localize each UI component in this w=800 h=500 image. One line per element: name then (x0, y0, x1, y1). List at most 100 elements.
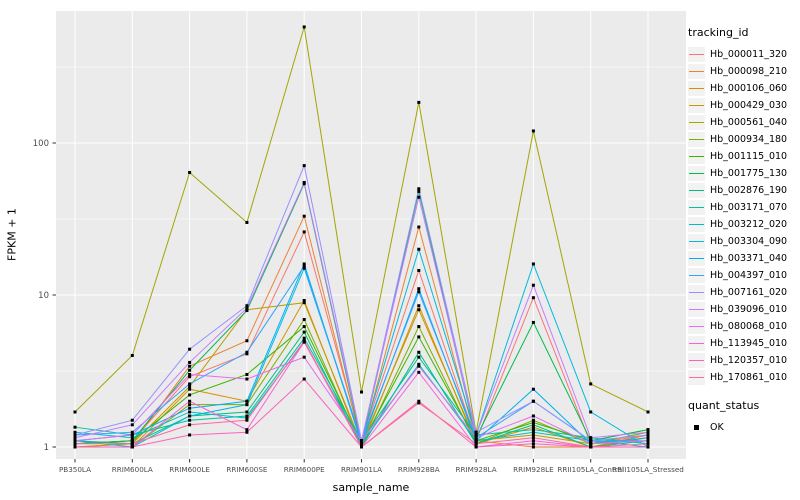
data-point-marker (531, 262, 535, 266)
data-point-marker (245, 304, 249, 308)
x-tick-label: RRIM901LA (341, 465, 382, 474)
quant-status-item: OK (688, 419, 800, 436)
legend-title-tracking-id: tracking_id (688, 26, 749, 39)
data-point-marker (245, 352, 249, 356)
data-point-marker (417, 195, 421, 199)
data-point-marker (531, 418, 535, 422)
legend-item: Hb_113945_010 (688, 335, 800, 352)
plot-panel (56, 11, 686, 459)
legend-item: Hb_000561_040 (688, 114, 800, 131)
data-point-marker (646, 410, 650, 414)
data-point-marker (188, 393, 192, 397)
data-point-marker (245, 339, 249, 343)
data-point-marker (188, 372, 192, 376)
legend-key-line-icon (689, 258, 704, 259)
legend-item-label: Hb_003304_090 (710, 236, 788, 247)
legend-item: Hb_000429_030 (688, 97, 800, 114)
x-tick-label: RRII105LA_Stressed (612, 465, 684, 474)
legend-key-line-icon (689, 241, 704, 242)
legend-key-swatch (688, 268, 705, 283)
data-point-marker (531, 442, 535, 446)
data-point-marker (302, 25, 306, 29)
data-point-marker (73, 442, 77, 446)
quant-status-label: OK (710, 422, 724, 433)
data-point-marker (474, 430, 478, 434)
legend-key-swatch (688, 47, 705, 62)
data-point-marker (245, 410, 249, 414)
legend-key-swatch (688, 319, 705, 334)
legend-key-line-icon (689, 326, 704, 327)
data-point-marker (188, 385, 192, 389)
data-point-marker (417, 189, 421, 193)
data-point-marker (646, 436, 650, 440)
data-point-marker (302, 330, 306, 334)
data-point-marker (417, 401, 421, 405)
data-point-marker (130, 353, 134, 357)
legend-item-label: Hb_003371_040 (710, 253, 788, 264)
data-point-marker (531, 414, 535, 418)
data-point-marker (302, 339, 306, 343)
data-point-marker (73, 439, 77, 443)
data-point-marker (130, 442, 134, 446)
y-tick-label: 10 (38, 291, 49, 301)
data-point-marker (302, 301, 306, 305)
legend-key-line-icon (689, 139, 704, 140)
data-point-marker (646, 433, 650, 437)
data-point-marker (130, 445, 134, 449)
data-point-marker (188, 170, 192, 174)
data-point-marker (73, 433, 77, 437)
legend-key-swatch (688, 149, 705, 164)
data-point-marker (589, 445, 593, 449)
legend-key-swatch (688, 370, 705, 385)
legend-item-label: Hb_120357_010 (710, 355, 788, 366)
data-point-marker (245, 414, 249, 418)
data-point-marker (531, 425, 535, 429)
data-point-marker (245, 430, 249, 434)
data-point-marker (245, 350, 249, 354)
data-point-marker (130, 423, 134, 427)
data-point-marker (73, 445, 77, 449)
data-point-marker (417, 308, 421, 312)
legend-key-swatch (688, 200, 705, 215)
data-point-marker (646, 428, 650, 432)
data-point-marker (73, 436, 77, 440)
data-point-marker (417, 370, 421, 374)
data-point-marker (130, 430, 134, 434)
data-point-marker (188, 406, 192, 410)
legend-key-swatch (688, 81, 705, 96)
data-point-marker (302, 264, 306, 268)
data-point-marker (417, 290, 421, 294)
legend-key-line-icon (689, 71, 704, 72)
data-point-marker (417, 187, 421, 191)
line-chart-canvas: 1 10 100 PB350LA RRIM600LA RRIM600LE RRIM600SE… (33, 11, 686, 474)
legend-item-label: Hb_003171_070 (710, 202, 788, 213)
data-point-marker (188, 433, 192, 437)
data-point-marker (531, 439, 535, 443)
legend-item-label: Hb_004397_010 (710, 270, 788, 281)
data-point-marker (302, 325, 306, 329)
legend-item: Hb_003304_090 (688, 233, 800, 250)
data-point-marker (531, 320, 535, 324)
data-point-marker (245, 309, 249, 313)
data-point-marker (417, 268, 421, 272)
data-point-marker (73, 410, 77, 414)
data-point-marker (417, 100, 421, 104)
data-point-marker (589, 410, 593, 414)
data-point-marker (73, 430, 77, 434)
data-point-marker (474, 436, 478, 440)
data-point-marker (531, 387, 535, 391)
legend-key-line-icon (689, 377, 704, 378)
y-tick-label: 100 (33, 139, 49, 149)
legend-item: Hb_120357_010 (688, 352, 800, 369)
legend-item: Hb_080068_010 (688, 318, 800, 335)
data-point-marker (531, 420, 535, 424)
x-tick-label: RRIM600SE (226, 465, 268, 474)
data-point-marker (531, 283, 535, 287)
data-point-marker (531, 433, 535, 437)
legend-item: Hb_170861_010 (688, 369, 800, 386)
legend-key-swatch (688, 285, 705, 300)
legend-key-line-icon (689, 54, 704, 55)
legend-item: Hb_007161_020 (688, 284, 800, 301)
data-point-marker (417, 325, 421, 329)
